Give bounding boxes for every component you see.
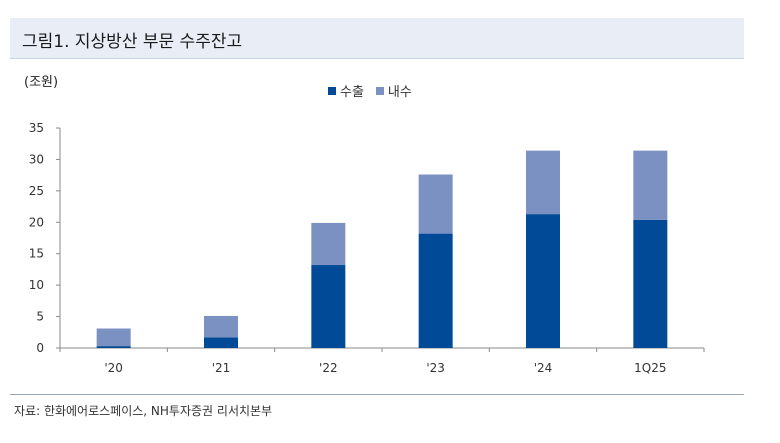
- y-tick-label: 25: [29, 184, 44, 198]
- y-tick-label: 20: [29, 215, 44, 229]
- legend-swatch-export: [328, 86, 336, 95]
- bar-export: [96, 346, 131, 348]
- y-tick-label: 15: [29, 247, 44, 261]
- y-tick-label: 30: [29, 152, 44, 166]
- legend-label-export: 수출: [340, 85, 364, 100]
- y-tick-label: 10: [29, 278, 44, 292]
- bar-domestic: [418, 174, 453, 234]
- bar-export: [311, 265, 346, 348]
- y-axis-unit-label: (조원): [24, 75, 59, 90]
- bar-domestic: [633, 150, 668, 220]
- bar-export: [526, 214, 560, 348]
- bar-export: [418, 233, 453, 348]
- figure-title: 그림1. 지상방산 부문 수주잔고: [22, 32, 243, 52]
- y-tick-label: 0: [36, 341, 44, 355]
- footer-divider: [10, 394, 744, 395]
- source-note: 자료: 한화에어로스페이스, NH투자증권 리서치본부: [14, 404, 273, 418]
- legend-item-domestic: 내수: [375, 81, 412, 100]
- figure-header: 그림1. 지상방산 부문 수주잔고: [10, 18, 744, 59]
- legend-item-export: 수출: [328, 81, 364, 100]
- bar-domestic: [311, 222, 346, 266]
- chart-legend: 수출 내수: [328, 81, 418, 100]
- x-tick-label: '24: [534, 361, 553, 375]
- bar-domestic: [526, 150, 560, 215]
- bar-export: [633, 219, 668, 348]
- legend-swatch-domestic: [375, 86, 384, 95]
- bar-domestic: [96, 328, 131, 347]
- x-tick-label: '22: [319, 361, 338, 375]
- bar-export: [204, 337, 238, 348]
- y-tick-label: 5: [36, 310, 44, 324]
- legend-label-domestic: 내수: [387, 85, 412, 100]
- x-tick-label: '20: [104, 361, 123, 375]
- x-tick-label: '23: [426, 361, 445, 375]
- x-tick-label: '21: [212, 361, 231, 375]
- x-tick-label: 1Q25: [634, 361, 666, 375]
- y-tick-label: 35: [29, 121, 44, 135]
- bar-domestic: [204, 315, 238, 338]
